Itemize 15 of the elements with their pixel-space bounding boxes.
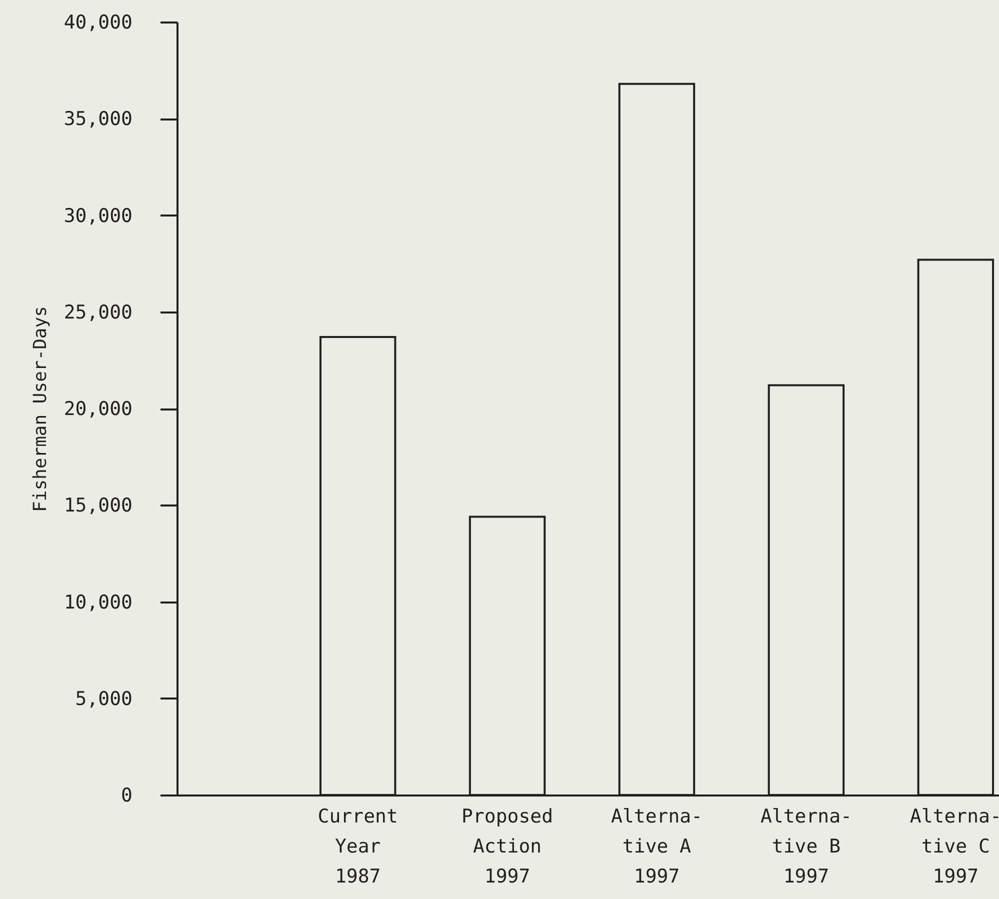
x-tick-label: Alterna- tive A 1997 [610,806,703,888]
x-tick-label: Current Year 1987 [318,806,398,888]
y-tick-label: 20,000 [64,398,132,420]
y-tick-label: 15,000 [64,494,132,517]
y-tick-label: 25,000 [64,301,132,324]
y-tick-label: 30,000 [64,204,132,227]
y-tick-label: 0 [121,784,132,806]
y-tick-label: 35,000 [64,108,132,130]
x-tick-label: Proposed Action 1997 [462,806,554,888]
y-tick-label: 40,000 [64,12,132,34]
x-tick-label: Alterna- tive B 1997 [760,806,852,888]
y-tick-label: 10,000 [64,591,132,614]
x-tick-label: Alterna- tive C 1997 [910,806,999,888]
y-axis-title: Fisherman User-Days [30,306,51,512]
y-tick-label: 5,000 [75,688,132,710]
